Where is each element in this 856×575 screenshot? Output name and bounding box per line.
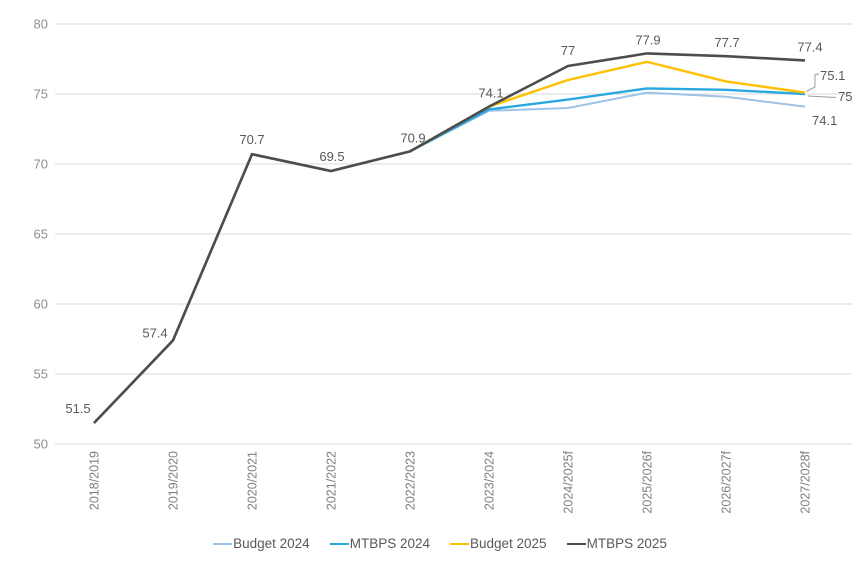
line-chart-plot-area: 80 75 70 65 60 55 50 2018/2019 2019/2020 2020/202… [34,17,853,514]
y-axis-tick-label: 75 [34,87,48,102]
y-axis-tick-label: 70 [34,157,48,172]
legend-label: Budget 2025 [470,536,547,551]
chart-legend: Budget 2024 MTBPS 2024 Budget 2025 MTBPS 20… [0,536,856,551]
x-axis-category-label: 2021/2022 [325,451,339,510]
y-axis-tick-labels: 80 75 70 65 60 55 50 [34,17,48,452]
x-axis-category-label: 2020/2021 [246,451,260,510]
data-label: 77.4 [797,39,822,54]
legend-color-swatch-budget-2024 [213,542,233,545]
x-axis-category-label: 2023/2024 [483,451,497,510]
label-leader-line [807,95,837,98]
legend-item-budget-2024: Budget 2024 [213,536,310,551]
data-label: 74.1 [478,86,503,101]
x-axis-category-label: 2025/2026f [641,450,655,513]
series-line-mtbps-2024 [93,87,806,424]
x-axis-category-labels: 2018/2019 2019/2020 2020/2021 2021/2022 2022… [88,450,813,513]
x-axis-category-label: 2027/2028f [799,450,813,513]
data-label: 70.7 [239,132,264,147]
legend-color-swatch-budget-2025 [450,542,469,545]
data-label: 77 [561,43,575,58]
legend-item-budget-2025: Budget 2025 [450,536,547,551]
end-data-label-budget-2024: 74.1 [812,113,837,128]
legend-label: MTBPS 2025 [586,536,667,551]
legend-item-mtbps-2025: MTBPS 2025 [566,536,667,551]
y-axis-tick-label: 60 [34,297,48,312]
x-axis-category-label: 2024/2025f [562,450,576,513]
end-data-label-budget-2025: 75.1 [820,68,845,83]
data-label: 57.4 [142,325,167,340]
series-lines [93,52,806,424]
end-data-label-mtbps-2024: 75 [838,89,852,104]
y-axis-tick-label: 50 [34,437,48,452]
series-line-mtbps-2025 [93,52,806,424]
x-axis-category-label: 2019/2020 [167,451,181,510]
x-axis-category-label: 2022/2023 [404,451,418,510]
y-axis-tick-label: 65 [34,227,48,242]
x-axis-category-label: 2026/2027f [720,450,734,513]
legend-item-mtbps-2024: MTBPS 2024 [329,536,430,551]
data-label: 51.5 [65,401,90,416]
legend-color-swatch-mtbps-2024 [329,542,349,545]
data-label: 70.9 [400,130,425,145]
y-axis-tick-label: 80 [34,17,48,32]
data-label: 77.9 [635,32,660,47]
data-labels: 51.5 57.4 70.7 69.5 70.9 74.1 77 77.9 77.7 77.4 [65,32,822,416]
data-label: 69.5 [319,149,344,164]
label-leader-line [806,73,820,92]
legend-color-swatch-mtbps-2025 [566,542,586,545]
end-labels: 74.175 75.1 [806,68,852,128]
series-line-budget-2025 [93,60,806,424]
x-axis-category-label: 2018/2019 [88,451,102,510]
series-line-budget-2024 [93,91,806,424]
legend-label: Budget 2024 [233,536,310,551]
legend-label: MTBPS 2024 [349,536,430,551]
gridlines [55,23,852,445]
y-axis-tick-label: 55 [34,367,48,382]
data-label: 77.7 [714,35,739,50]
